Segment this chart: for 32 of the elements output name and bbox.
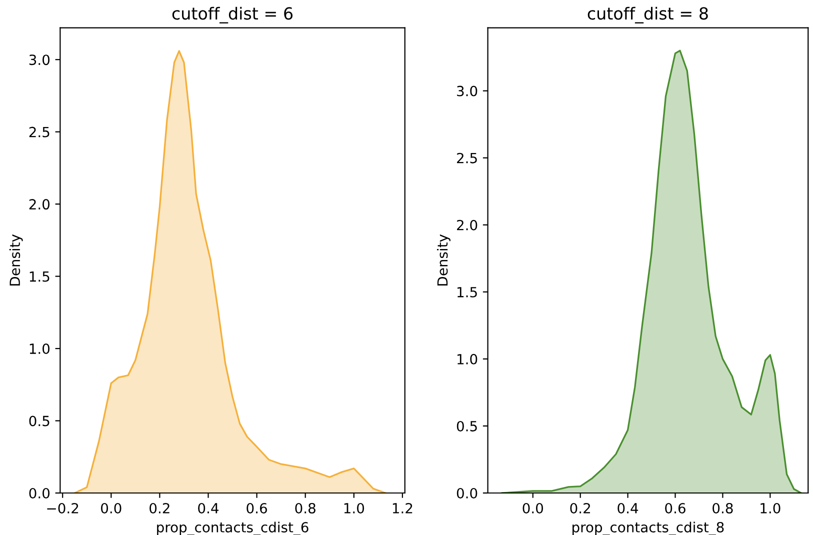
x-tick-label: 0.8 <box>295 502 316 514</box>
y-tick-label: 1.0 <box>458 354 478 364</box>
x-tick-label: 1.0 <box>760 502 780 514</box>
y-tick-label: 2.0 <box>29 199 50 210</box>
y-tick-label: 0.5 <box>29 416 50 426</box>
chart-title: cutoff_dist = 8 <box>588 6 708 24</box>
y-axis-title: Density <box>9 234 23 286</box>
x-tick-label: 0.8 <box>712 502 733 514</box>
x-tick-label: 1.2 <box>392 502 412 514</box>
y-axis-title: Density <box>436 234 450 286</box>
x-tick-label: 0.6 <box>665 502 686 514</box>
x-tick-label: 0.2 <box>570 502 590 514</box>
x-tick-label: 0.0 <box>101 502 122 514</box>
x-tick-label: 0.4 <box>618 502 638 514</box>
x-tick-label: 0.4 <box>198 502 219 514</box>
y-tick-label: 0.0 <box>456 488 478 498</box>
y-tick-label: 0.0 <box>29 488 50 498</box>
x-tick-label: 0.6 <box>246 502 267 514</box>
x-tick-label: 0.2 <box>150 502 170 514</box>
x-tick-label: 0.0 <box>522 502 544 514</box>
y-tick-label: 1.5 <box>30 271 50 282</box>
y-tick-label: 2.5 <box>457 152 477 164</box>
y-tick-label: 3.0 <box>29 54 50 66</box>
y-tick-label: 1.0 <box>30 344 50 354</box>
y-tick-label: 3.0 <box>457 86 478 96</box>
y-tick-label: 2.0 <box>457 220 478 230</box>
x-tick-label: 1.0 <box>344 502 364 514</box>
x-tick-label: −0.2 <box>47 502 78 514</box>
y-tick-label: 0.5 <box>456 420 477 432</box>
y-tick-label: 1.5 <box>458 287 477 298</box>
chart-title: cutoff_dist = 6 <box>172 6 293 24</box>
y-tick-label: 2.5 <box>29 126 50 138</box>
